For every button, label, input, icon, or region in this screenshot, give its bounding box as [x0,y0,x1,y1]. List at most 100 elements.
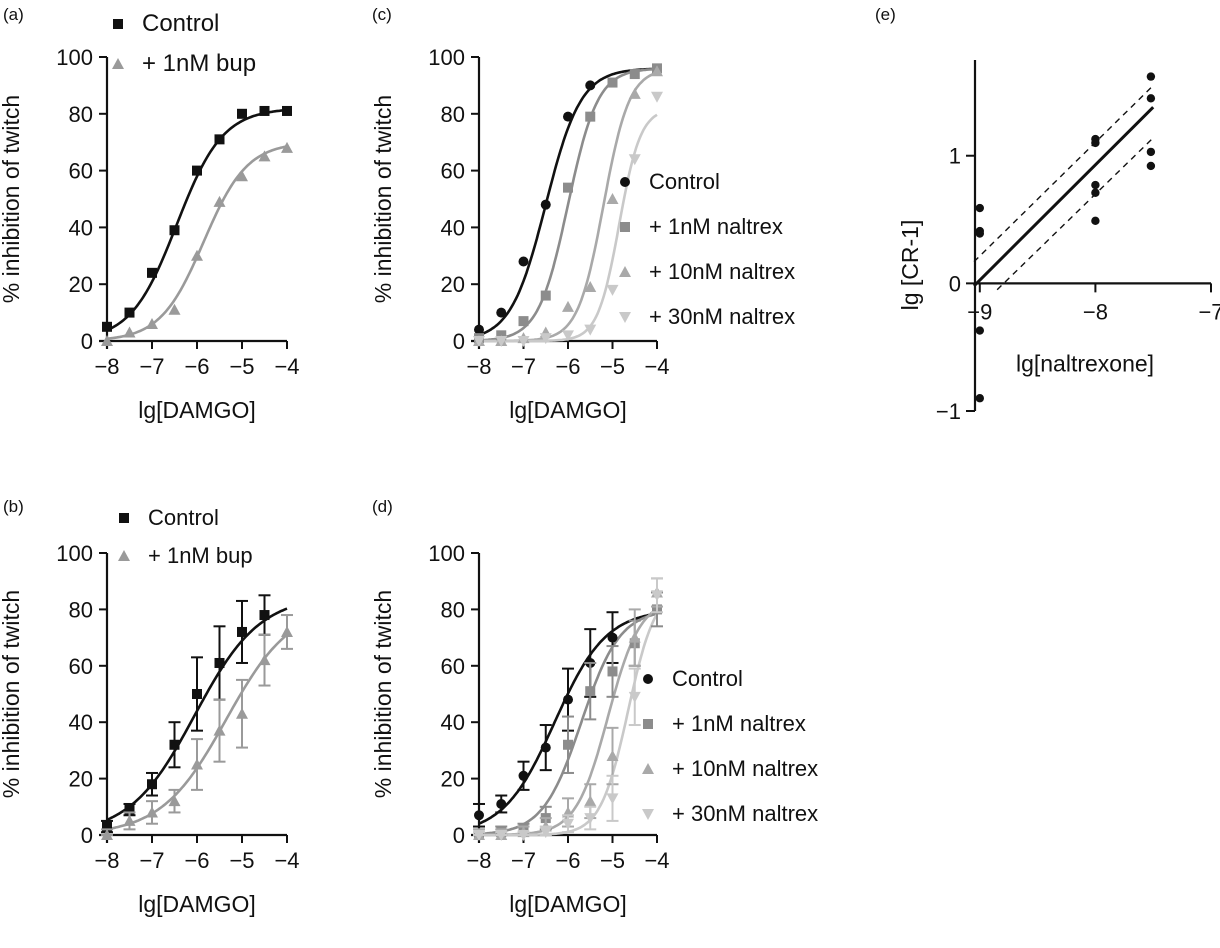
x-tick-label: −7 [139,354,164,379]
data-point [563,111,573,122]
y-tick-label: 100 [56,541,93,566]
x-tick-label: −7 [511,354,536,379]
data-point [496,798,507,809]
y-tick-label: 60 [441,654,465,679]
data-point [628,154,641,166]
data-point [975,394,984,403]
legend-label: + 30nM naltrex [649,304,795,329]
y-tick-label: 20 [69,767,93,792]
y-tick-label: 100 [428,541,465,566]
data-point [213,724,226,736]
panel-label: (c) [372,5,392,24]
data-point [124,804,135,815]
legend-marker [619,312,631,323]
data-point [102,821,112,832]
data-point [123,326,136,338]
y-tick-label: 60 [69,159,93,184]
legend-label: Control [142,10,219,37]
y-tick-label: 100 [428,45,465,70]
data-point [1146,72,1156,81]
y-axis-title: lg [CR-1] [897,220,923,311]
data-point [585,686,596,697]
legend-marker [619,266,631,277]
x-tick-label: −5 [229,848,254,873]
data-point [629,69,640,80]
data-point [123,814,136,826]
data-point [585,80,596,91]
x-tick-label: −8 [466,848,491,873]
x-tick-label: −6 [555,848,580,873]
legend-label: + 1nM bup [148,543,253,568]
data-point [259,105,270,116]
data-point [496,307,507,318]
data-point [539,827,552,839]
data-point [584,795,597,807]
panel-label: (d) [372,497,393,516]
x-tick-label: −5 [229,354,254,379]
x-tick-label: −6 [555,354,580,379]
legend-marker [643,674,653,684]
data-point [651,65,663,77]
x-axis-title: lg[DAMGO] [138,397,256,423]
data-point [975,229,984,238]
y-tick-label: 80 [441,597,465,622]
data-point [168,795,181,807]
legend-label: Control [649,169,720,194]
data-point [563,694,573,705]
fit-curve [106,108,288,332]
data-point [102,321,112,332]
legend-label: + 30nM naltrex [672,801,818,826]
legend-marker [119,513,129,523]
data-point [147,267,157,278]
data-point [101,829,113,840]
x-tick-label: −6 [184,848,209,873]
x-tick-label: −9 [967,299,992,324]
data-point [607,632,618,643]
data-point [146,806,158,818]
data-point [651,590,663,602]
x-tick-label: −7 [511,848,536,873]
data-point [213,195,226,207]
data-point [562,300,574,312]
x-tick-label: −4 [274,354,299,379]
x-axis-title: lg[DAMGO] [509,397,627,423]
data-point [1091,188,1100,197]
legend-marker [620,222,630,232]
y-tick-label: 80 [69,597,93,622]
data-point [281,625,293,637]
y-tick-label: 20 [441,767,465,792]
y-tick-label: 0 [81,329,93,354]
fit-curve [478,67,658,342]
data-point [473,336,485,347]
legend-label: Control [672,666,743,691]
panel-label: (e) [875,5,896,24]
y-tick-label: 40 [69,710,93,735]
data-point [607,77,618,88]
data-point [606,284,619,296]
data-point [1146,94,1156,103]
data-point [1091,180,1100,190]
data-point [258,654,271,666]
legend-label: + 1nM naltrex [649,214,783,239]
regression-line [972,106,1155,287]
data-point [1091,216,1100,226]
data-point [1146,147,1156,157]
confidence-line [996,137,1154,291]
x-tick-label: −6 [184,354,209,379]
y-tick-label: 20 [69,272,93,297]
y-tick-label: −1 [936,399,961,424]
y-tick-label: 80 [441,102,465,127]
data-point [606,793,619,805]
legend-label: + 10nM naltrex [672,756,818,781]
legend-label: + 1nM bup [142,50,256,77]
x-axis-title: lg[DAMGO] [509,891,627,917]
legend-marker [112,58,124,69]
y-axis-title: % inhibition of twitch [370,590,396,798]
data-point [651,91,663,103]
data-point [1146,161,1156,171]
x-axis-title: lg[naltrexone] [1016,350,1154,376]
data-point [584,813,597,825]
data-point [495,830,508,841]
data-point [146,317,158,329]
panel-d: (d) 0 20 40 60 80 100 −8 −7 −6 −5 −4 lg[DAMGO] % inhi… [370,497,818,917]
